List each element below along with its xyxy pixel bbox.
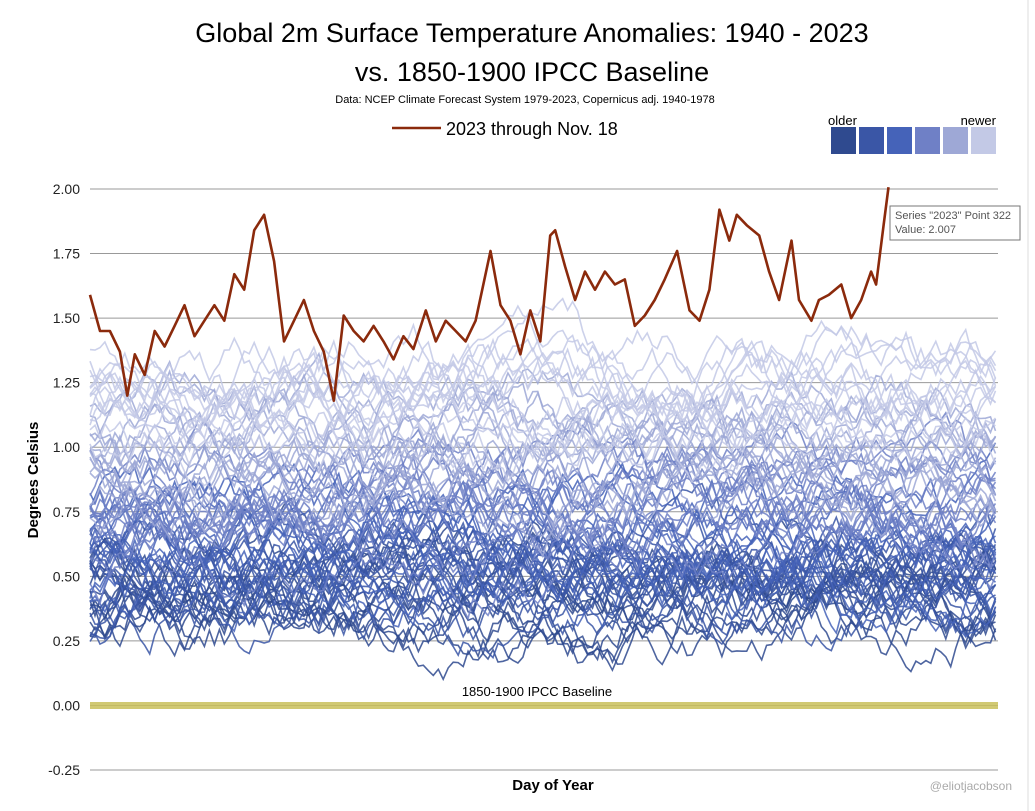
series-year-2005 — [89, 386, 997, 519]
series-year-2009 — [89, 418, 997, 495]
legend-newer-label: newer — [961, 113, 997, 128]
series-year-1963 — [89, 520, 997, 622]
series-year-1971 — [89, 528, 997, 633]
y-tick-label: 0.25 — [53, 633, 80, 649]
series-year-2021 — [89, 342, 997, 426]
series-year-2014 — [89, 350, 997, 470]
series-year-2020 — [89, 346, 997, 450]
series-year-2013 — [89, 312, 997, 446]
series-year-2012 — [89, 360, 996, 455]
legend-swatch-3 — [915, 127, 940, 154]
legend-swatch-4 — [943, 127, 968, 154]
y-tick-label: 1.75 — [53, 246, 80, 262]
legend: 2023 through Nov. 18 older newer — [392, 113, 997, 154]
series-year-1990 — [89, 428, 997, 578]
tooltip-line1: Series "2023" Point 322 — [895, 210, 1011, 222]
y-tick-label: 1.00 — [53, 439, 80, 455]
legend-swatch-5 — [971, 127, 996, 154]
series-year-1994 — [89, 451, 997, 553]
y-tick-label: 1.25 — [53, 375, 80, 391]
y-tick-label: 1.50 — [53, 310, 80, 326]
series-year-1966 — [89, 507, 997, 596]
tooltip: Series "2023" Point 322 Value: 2.007 — [889, 205, 1021, 241]
legend-older-label: older — [828, 113, 858, 128]
y-tick-label: 0.00 — [53, 697, 80, 713]
series-year-2000 — [89, 439, 997, 540]
y-tick-label: 0.75 — [53, 504, 80, 520]
series-year-1998 — [89, 439, 996, 535]
watermark: @eliotjacobson — [930, 779, 1012, 793]
baseline-label: 1850-1900 IPCC Baseline — [462, 684, 612, 699]
series-year-1977 — [89, 469, 996, 584]
tooltip-line2: Value: 2.007 — [895, 224, 956, 236]
x-axis-label: Day of Year — [512, 777, 594, 794]
y-tick-label: 0.50 — [53, 568, 80, 584]
series-year-1979 — [89, 486, 996, 595]
series-year-1983 — [89, 450, 997, 558]
chart-title-line1: Global 2m Surface Temperature Anomalies:… — [195, 18, 868, 48]
legend-swatch-2 — [887, 127, 912, 154]
series-year-1993 — [89, 439, 996, 545]
legend-swatch-0 — [831, 127, 856, 154]
legend-swatch-1 — [859, 127, 884, 154]
series-year-1984 — [89, 496, 997, 621]
y-axis-label: Degrees Celsius — [25, 422, 42, 539]
legend-2023-label: 2023 through Nov. 18 — [446, 119, 618, 139]
tooltip-box — [889, 205, 1021, 241]
series-year-1972 — [89, 529, 997, 638]
series-year-1969 — [89, 535, 997, 634]
series-year-2007 — [89, 396, 997, 506]
series-year-2022 — [89, 319, 997, 420]
chart-subtitle: Data: NCEP Climate Forecast System 1979-… — [335, 94, 715, 106]
series-year-2011 — [89, 367, 997, 465]
y-tick-label: 2.00 — [53, 181, 80, 197]
series-2023-line — [88, 187, 890, 403]
chart-title-line2: vs. 1850-1900 IPCC Baseline — [355, 57, 709, 87]
y-tick-label: -0.25 — [48, 762, 80, 778]
